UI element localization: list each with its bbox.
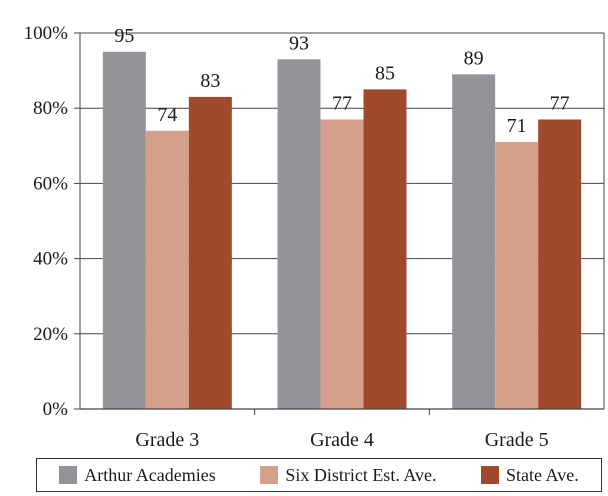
data-label: 77 — [332, 92, 352, 114]
data-label: 71 — [507, 115, 527, 137]
bar — [145, 130, 189, 409]
y-tick-label: 20% — [33, 324, 68, 345]
bar — [452, 74, 496, 410]
data-label: 95 — [114, 25, 134, 47]
bar — [277, 59, 321, 409]
data-label: 89 — [464, 47, 484, 69]
x-category-label: Grade 4 — [310, 429, 374, 451]
bar — [188, 96, 232, 410]
data-label: 93 — [289, 32, 309, 54]
bar-chart: 0% 20% 40% 60% 80% 100% 95 74 83 Grade 3 93 77 85 Gra… — [24, 23, 605, 451]
y-tick-label: 60% — [33, 173, 68, 194]
x-category-label: Grade 3 — [135, 429, 199, 451]
legend-item: Six District Est. Ave. — [260, 465, 436, 486]
y-tick-label: 80% — [33, 98, 68, 119]
bars-group — [102, 51, 582, 410]
bar — [495, 142, 539, 410]
legend-item: Arthur Academies — [59, 464, 216, 486]
data-label: 83 — [200, 70, 220, 92]
axes — [74, 32, 605, 415]
labels-group: 0% 20% 40% 60% 80% 100% 95 74 83 Grade 3 93 77 85 Gra… — [24, 23, 570, 451]
legend-swatch — [59, 466, 78, 484]
bar — [320, 119, 364, 409]
data-label: 77 — [550, 92, 570, 114]
data-label: 85 — [375, 62, 395, 84]
legend-swatch — [481, 466, 500, 484]
legend: Arthur Academies Six District Est. Ave. St… — [36, 458, 602, 492]
legend-label: Arthur Academies — [84, 464, 216, 485]
legend-item: State Ave. — [481, 465, 579, 486]
bar — [363, 89, 407, 410]
bar — [102, 51, 146, 410]
y-tick-label: 100% — [24, 23, 69, 44]
legend-label: Six District Est. Ave. — [285, 464, 437, 485]
legend-label: State Ave. — [506, 464, 579, 485]
bar — [538, 119, 582, 409]
y-tick-label: 0% — [43, 399, 69, 420]
legend-swatch — [260, 466, 279, 484]
y-tick-label: 40% — [33, 249, 68, 270]
data-label: 74 — [157, 104, 177, 126]
x-category-label: Grade 5 — [485, 429, 549, 451]
